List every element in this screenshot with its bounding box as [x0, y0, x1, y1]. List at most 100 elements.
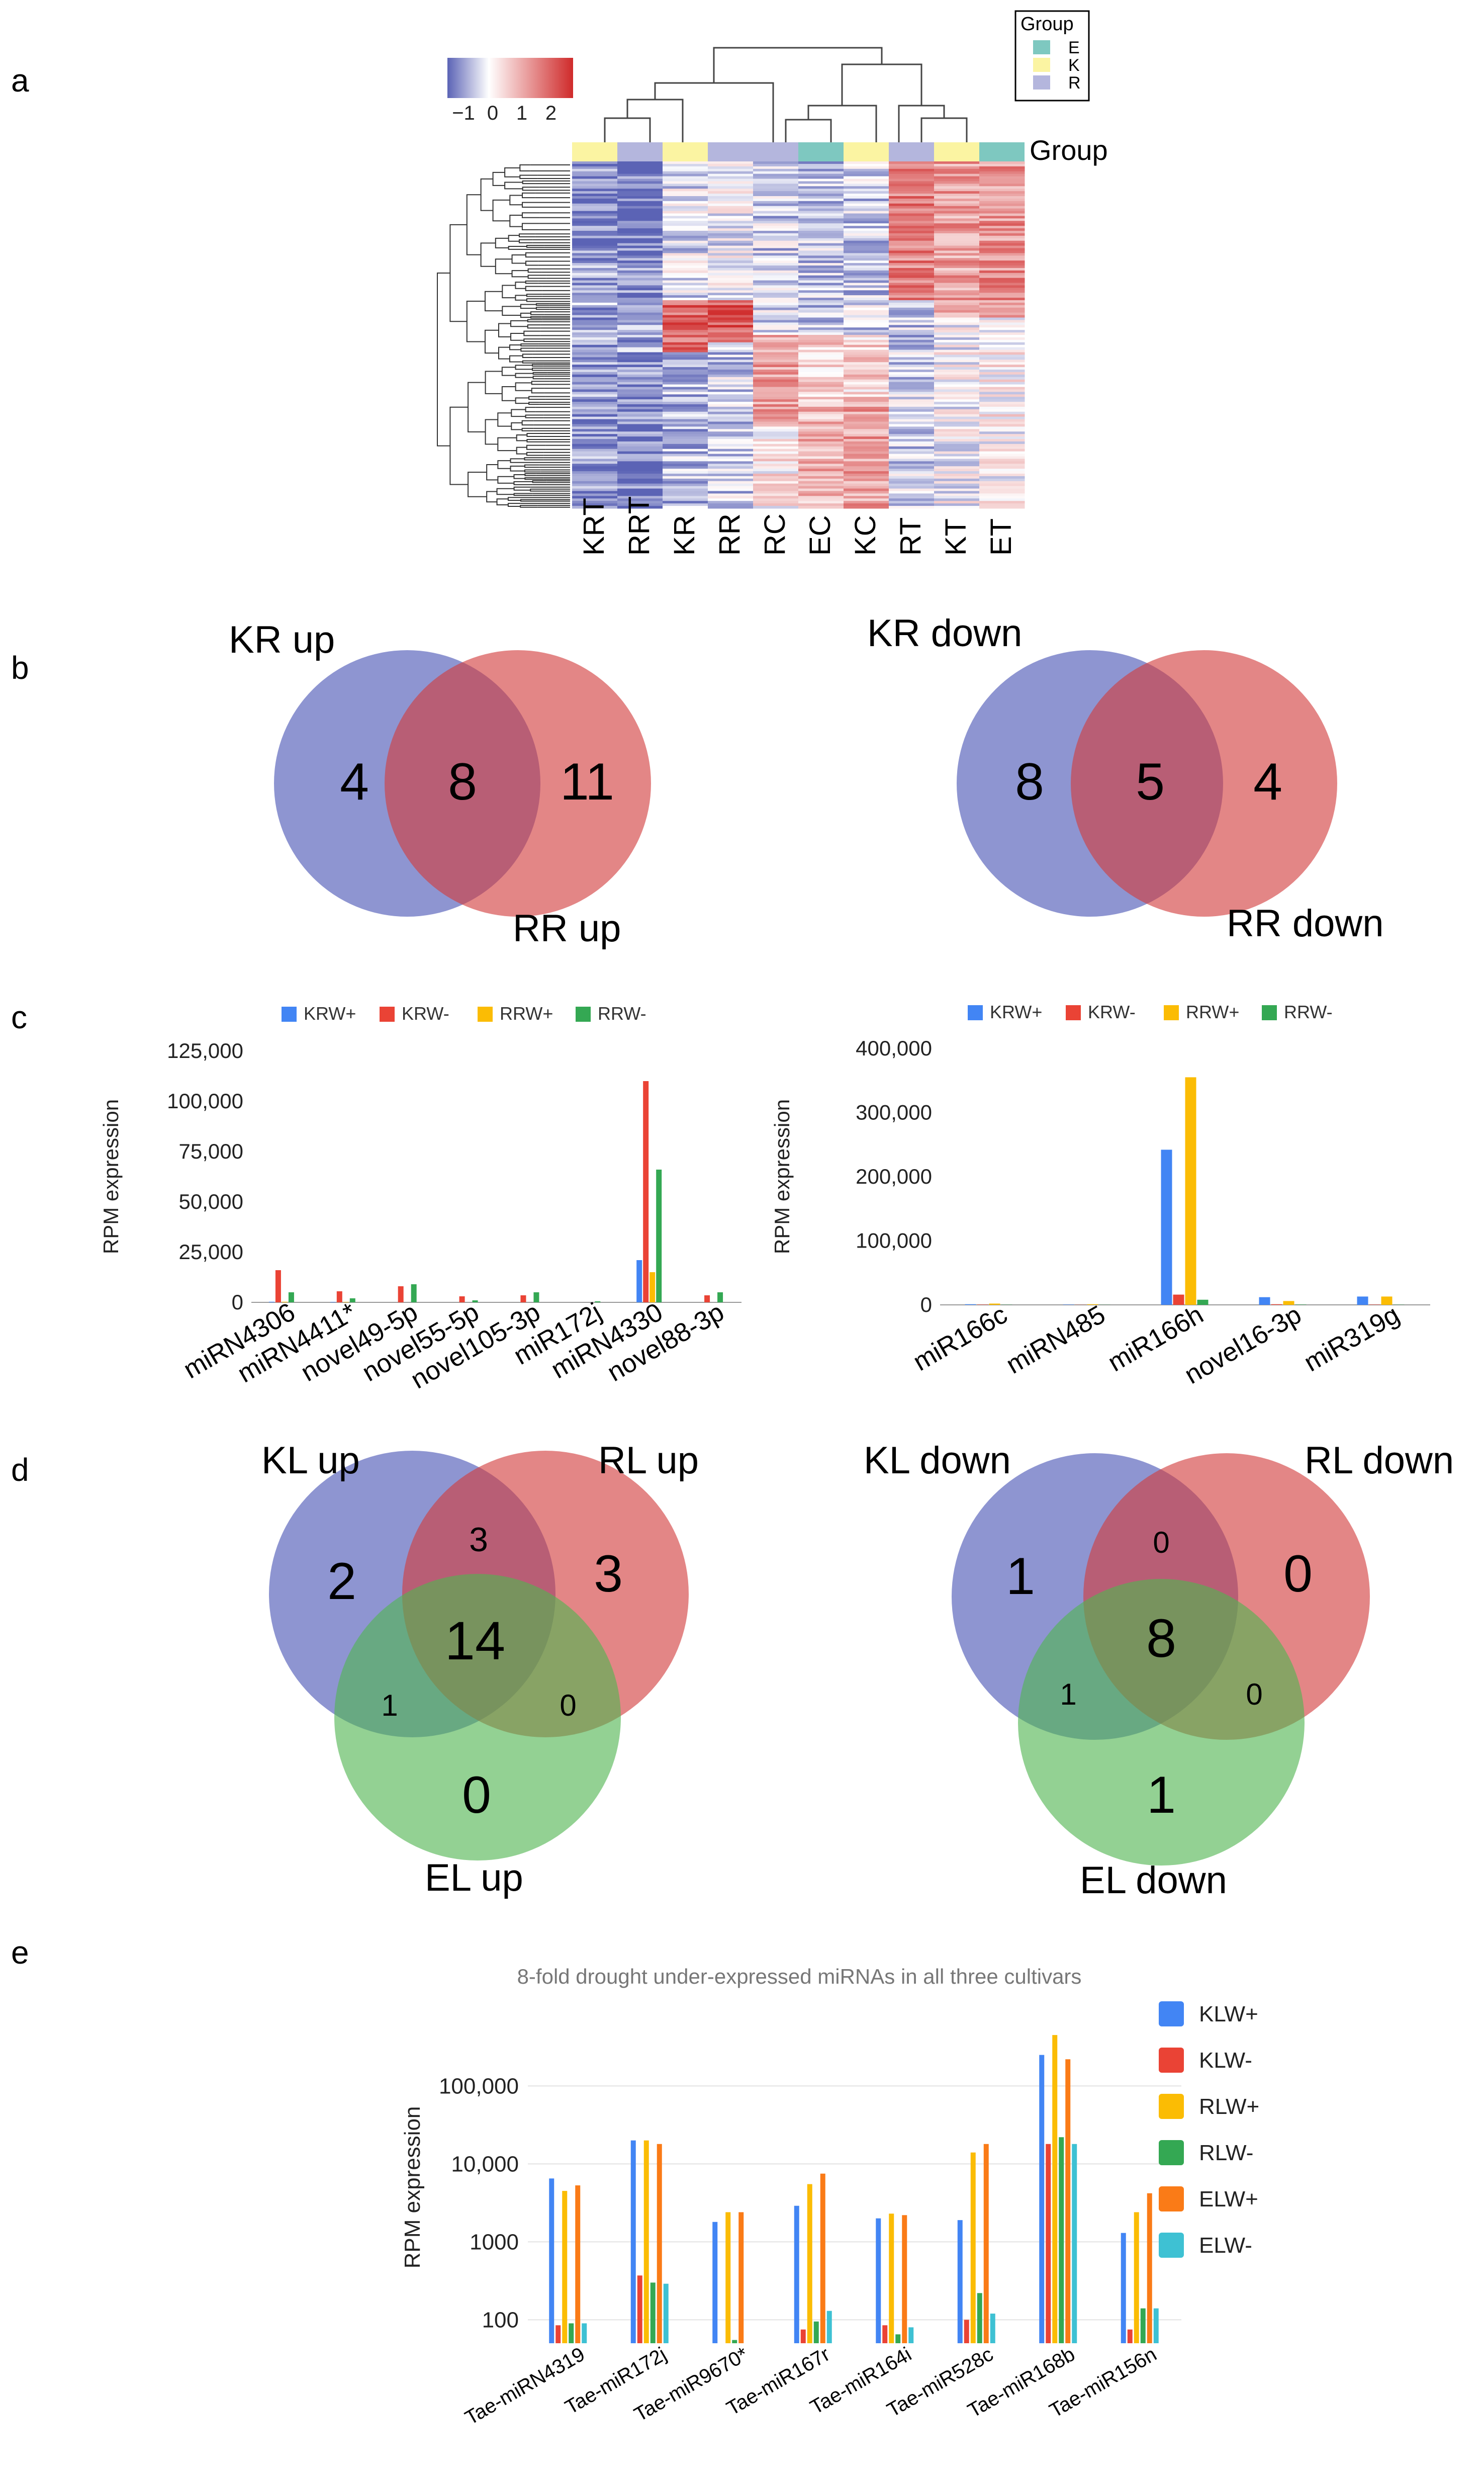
heatmap-cell — [844, 293, 889, 296]
heatmap-cell — [572, 268, 618, 271]
heatmap-column-label: KRT — [578, 498, 610, 556]
bar — [1127, 2329, 1133, 2343]
heatmap-cell — [889, 280, 935, 283]
heatmap-cell — [979, 389, 1025, 392]
heatmap-cell — [934, 384, 980, 387]
heatmap-cell — [753, 278, 799, 281]
heatmap-cell — [708, 414, 754, 417]
heatmap-cell — [572, 439, 618, 442]
heatmap-cell — [979, 335, 1025, 338]
heatmap-cell — [979, 226, 1025, 229]
heatmap-cell — [844, 466, 889, 469]
heatmap-cell — [889, 171, 935, 174]
heatmap-cell — [708, 194, 754, 197]
heatmap-cell — [663, 181, 708, 184]
bar — [1087, 1304, 1098, 1305]
heatmap-cell — [934, 233, 980, 236]
heatmap-cell — [889, 255, 935, 258]
heatmap-cell — [798, 503, 844, 506]
heatmap-cell — [844, 216, 889, 219]
annotation-cell — [844, 142, 889, 161]
heatmap-cell — [753, 258, 799, 261]
heatmap-cell — [889, 444, 935, 447]
heatmap-cell — [798, 357, 844, 360]
heatmap-cell — [798, 253, 844, 256]
heatmap-cell — [934, 231, 980, 234]
heatmap-cell — [889, 377, 935, 380]
heatmap-cell — [617, 233, 663, 236]
heatmap-cell — [844, 360, 889, 363]
heatmap-cell — [889, 221, 935, 224]
heatmap-cell — [844, 250, 889, 253]
heatmap-cell — [934, 414, 980, 417]
heatmap-cell — [617, 216, 663, 219]
heatmap-cell — [844, 409, 889, 412]
heatmap-cell — [934, 325, 980, 328]
heatmap-cell — [798, 203, 844, 207]
venn-count: 3 — [594, 1545, 623, 1603]
heatmap-cell — [708, 429, 754, 432]
heatmap-cell — [889, 196, 935, 199]
heatmap-cell — [889, 426, 935, 429]
heatmap-cell — [753, 189, 799, 192]
heatmap-cell — [979, 399, 1025, 402]
heatmap-cell — [798, 459, 844, 462]
heatmap-cell — [844, 414, 889, 417]
heatmap-cell — [663, 196, 708, 199]
heatmap-cell — [617, 394, 663, 397]
heatmap-cell — [572, 347, 618, 350]
heatmap-cell — [708, 399, 754, 402]
heatmap-cell — [572, 218, 618, 221]
heatmap-column-label: ET — [985, 518, 1017, 556]
heatmap-cell — [979, 483, 1025, 487]
heatmap-cell — [617, 221, 663, 224]
heatmap-cell — [979, 377, 1025, 380]
heatmap-cell — [889, 307, 935, 311]
heatmap-cell — [844, 173, 889, 177]
legend-swatch — [380, 1007, 395, 1022]
heatmap-cell — [617, 387, 663, 390]
heatmap-cell — [572, 404, 618, 407]
heatmap-cell — [753, 285, 799, 288]
heatmap-cell — [798, 258, 844, 261]
heatmap-cell — [617, 223, 663, 226]
heatmap-cell — [798, 268, 844, 271]
panel-label-a: a — [11, 62, 29, 99]
heatmap-cell — [663, 243, 708, 246]
heatmap-cell — [617, 238, 663, 241]
heatmap-cell — [798, 305, 844, 308]
heatmap-cell — [572, 456, 618, 459]
heatmap-cell — [889, 382, 935, 385]
heatmap-cell — [798, 163, 844, 167]
heatmap-cell — [844, 382, 889, 385]
heatmap-cell — [753, 377, 799, 380]
heatmap-cell — [979, 245, 1025, 248]
heatmap-cell — [708, 347, 754, 350]
heatmap-cell — [708, 459, 754, 462]
heatmap-cell — [617, 305, 663, 308]
heatmap-cell — [979, 206, 1025, 209]
heatmap-cell — [979, 342, 1025, 345]
heatmap-cell — [572, 352, 618, 355]
heatmap-cell — [934, 211, 980, 214]
heatmap-cell — [617, 464, 663, 467]
bar — [908, 2327, 914, 2343]
heatmap-cell — [663, 184, 708, 187]
heatmap-cell — [753, 387, 799, 390]
heatmap-cell — [889, 198, 935, 202]
heatmap-cell — [617, 377, 663, 380]
heatmap-cell — [617, 439, 663, 442]
heatmap-cell — [889, 233, 935, 236]
heatmap-cell — [798, 352, 844, 355]
heatmap-cell — [572, 424, 618, 427]
heatmap-cell — [708, 163, 754, 167]
heatmap-cell — [889, 397, 935, 400]
heatmap-cell — [663, 451, 708, 455]
legend-label: KRW+ — [304, 1003, 356, 1024]
bar — [1259, 1297, 1270, 1305]
heatmap-cell — [844, 181, 889, 184]
heatmap-cell — [753, 483, 799, 487]
heatmap-cell — [844, 307, 889, 311]
heatmap-cell — [979, 293, 1025, 296]
